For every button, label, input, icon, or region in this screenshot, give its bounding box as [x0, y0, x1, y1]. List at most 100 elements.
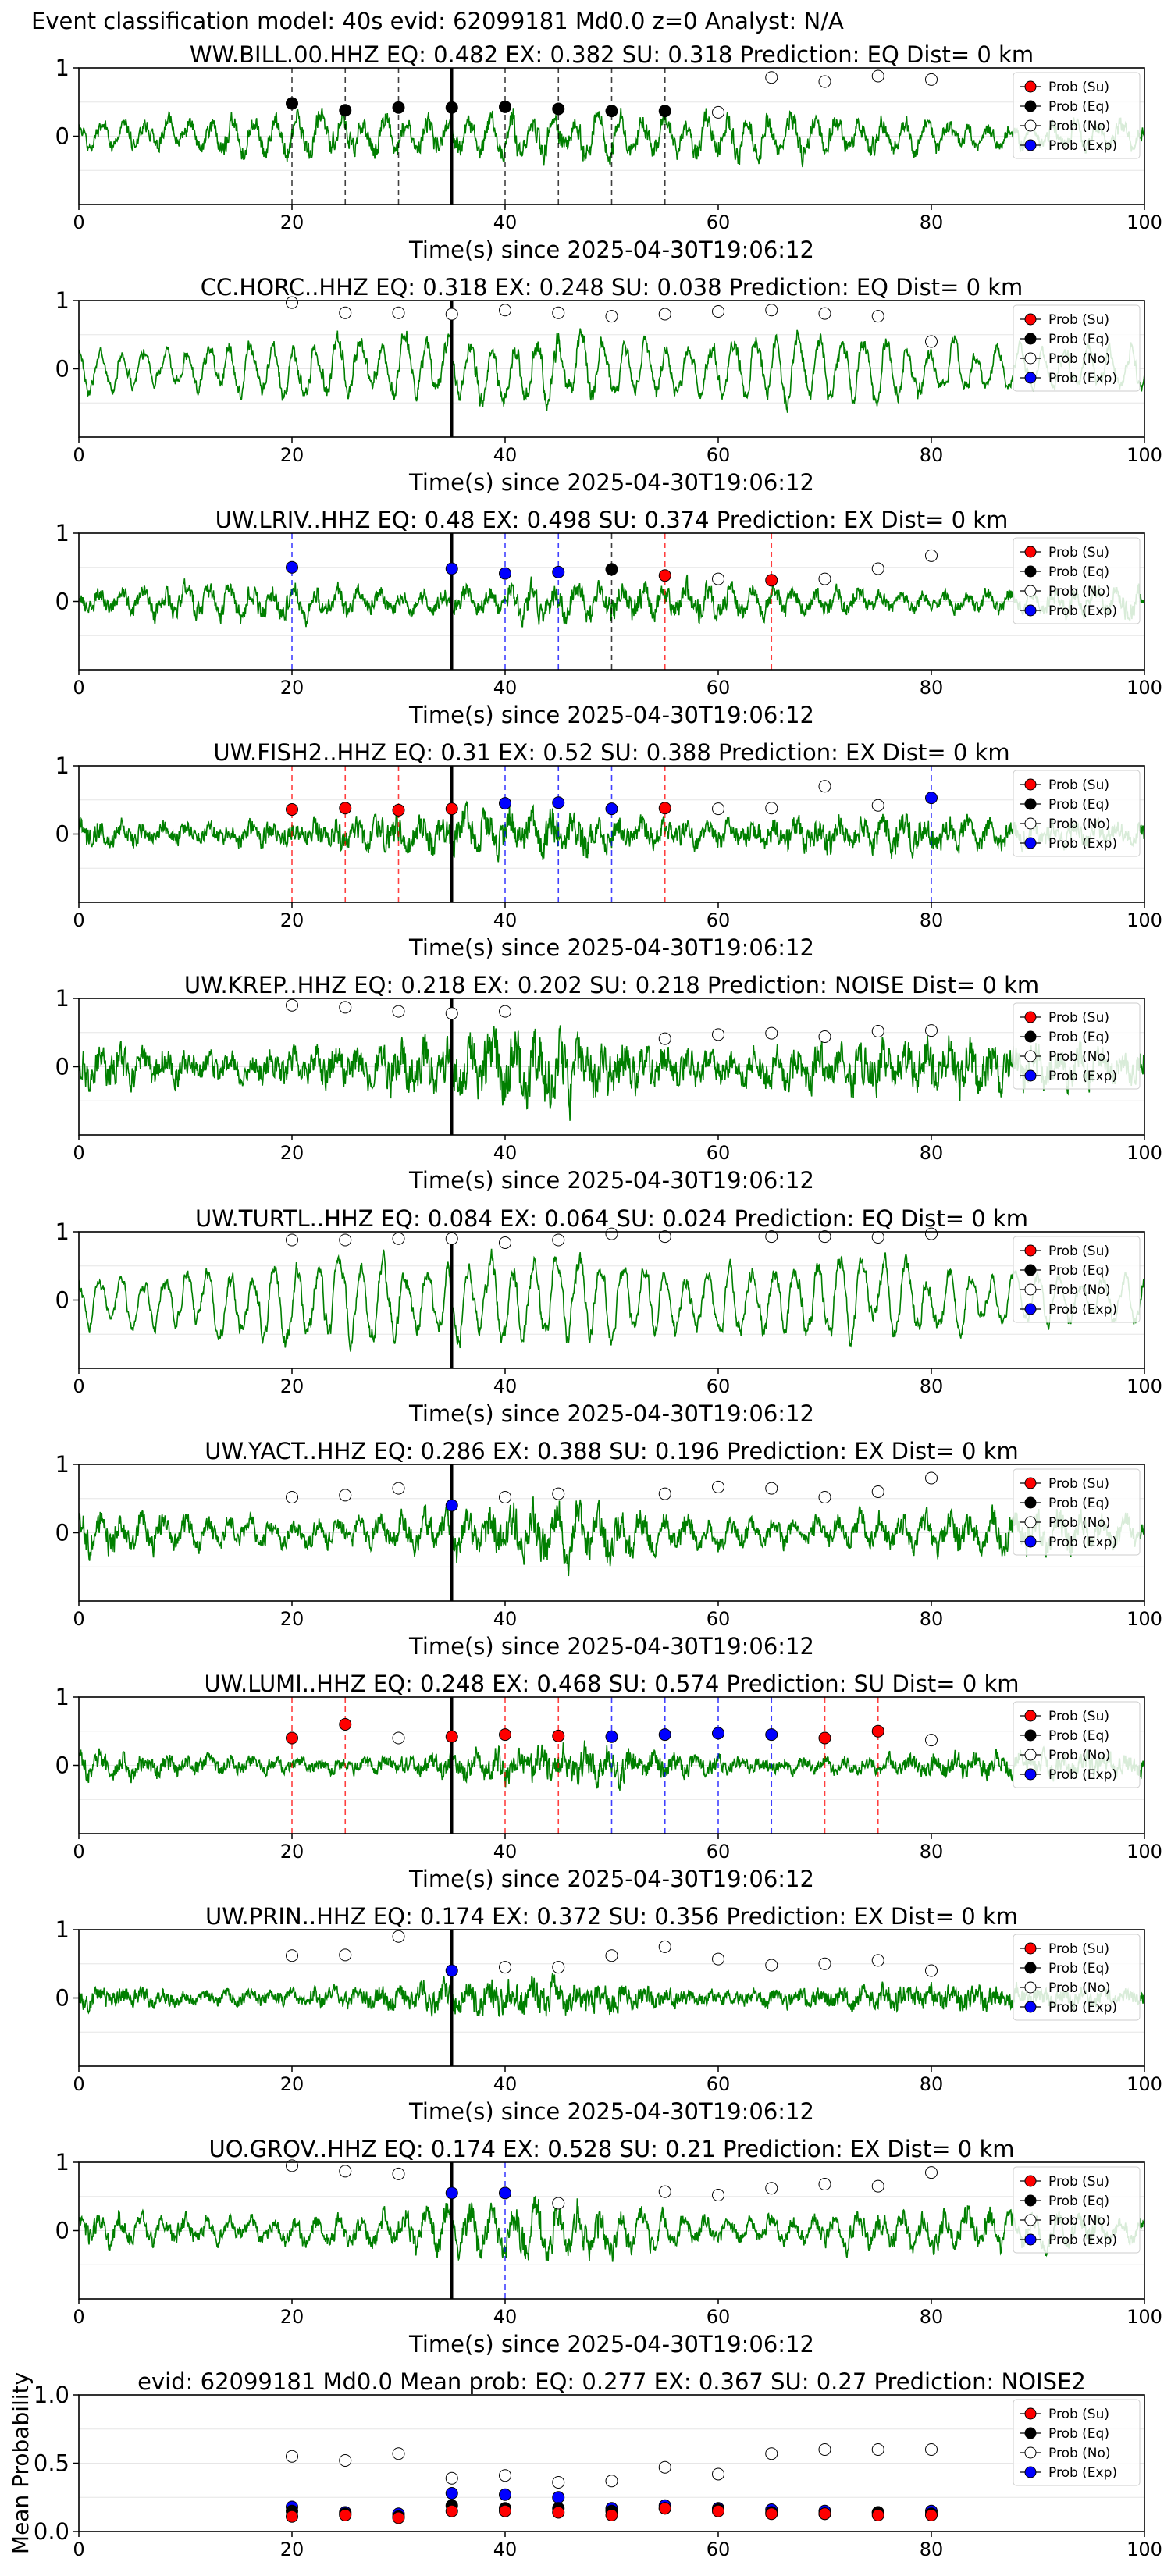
x-tick-label: 80 [920, 1841, 944, 1863]
y-tick-label: 0 [55, 356, 69, 382]
x-tick-label: 100 [1127, 2539, 1162, 2560]
plot-area [79, 2162, 1144, 2299]
prob-marker-su [286, 803, 298, 816]
legend-label: Prob (No) [1048, 1283, 1111, 1298]
x-tick-label: 100 [1127, 1608, 1162, 1630]
prob-marker-su [499, 1728, 511, 1742]
prob-marker-no [499, 304, 511, 317]
x-axis-label: Time(s) since 2025-04-30T19:06:12 [408, 1167, 814, 1194]
prob-marker-no [552, 1961, 565, 1974]
y-tick-label: 1 [55, 985, 69, 1012]
x-tick-label: 60 [707, 2073, 731, 2095]
y-tick-label: 0.5 [34, 2450, 69, 2477]
prob-marker-eq [552, 102, 565, 116]
legend-marker-su [1024, 1011, 1037, 1023]
mean-marker-su [499, 2504, 511, 2517]
prob-marker-no [392, 2167, 405, 2180]
x-tick-label: 60 [707, 2306, 731, 2328]
plot-area [79, 301, 1144, 437]
plot-area [79, 1697, 1144, 1834]
prob-marker-exp [712, 1727, 724, 1740]
legend-label: Prob (Su) [1048, 1010, 1109, 1026]
legend-marker-su [1024, 546, 1037, 558]
legend: Prob (Su) Prob (Eq) Prob (No) Prob (Exp) [1013, 1236, 1141, 1323]
waveform-trace [79, 1973, 1144, 2018]
waveform-trace [79, 2195, 1144, 2262]
y-tick-label: 0.0 [34, 2518, 69, 2545]
prob-marker-no [658, 1230, 671, 1244]
legend-label: Prob (No) [1048, 584, 1111, 600]
figure-title: Event classification model: 40s evid: 62… [31, 8, 844, 34]
mean-marker-su [552, 2506, 565, 2519]
y-tick-label: 0 [55, 1985, 69, 2012]
plot-area [79, 1464, 1144, 1601]
legend-marker-su [1024, 2175, 1037, 2187]
prob-marker-su [552, 1729, 565, 1742]
prob-marker-su [445, 1730, 458, 1743]
legend-marker-no [1024, 585, 1037, 597]
x-tick-label: 80 [920, 1375, 944, 1397]
panel-title: WW.BILL.00.HHZ EQ: 0.482 EX: 0.382 SU: 0… [190, 41, 1034, 68]
prob-marker-su [339, 1718, 352, 1731]
mean-marker-no [499, 2469, 511, 2482]
waveform-trace [79, 1496, 1144, 1577]
legend-label: Prob (Eq) [1048, 1263, 1109, 1279]
prob-marker-no [818, 1957, 831, 1970]
prob-marker-no [765, 1026, 778, 1040]
x-tick-label: 100 [1127, 1375, 1162, 1397]
legend: Prob (Su) Prob (Eq) Prob (No) Prob (Exp) [1013, 2399, 1141, 2486]
legend-marker-exp [1024, 837, 1037, 849]
prob-marker-exp [445, 1499, 458, 1512]
x-tick-label: 20 [280, 444, 304, 466]
prob-marker-no [286, 296, 298, 309]
prob-marker-no [552, 1487, 565, 1500]
x-tick-label: 80 [920, 1608, 944, 1630]
legend-label: Prob (Su) [1048, 312, 1109, 328]
prob-marker-no [818, 1030, 831, 1043]
legend-marker-exp [1024, 139, 1037, 151]
legend: Prob (Su) Prob (Eq) Prob (No) Prob (Exp) [1013, 304, 1141, 392]
prob-marker-no [818, 1230, 831, 1244]
prob-marker-no [712, 572, 724, 585]
prob-marker-no [445, 1007, 458, 1020]
mean-marker-exp [552, 2491, 565, 2504]
plot-area [79, 998, 1144, 1135]
prob-marker-no [445, 308, 458, 321]
legend-label: Prob (Exp) [1048, 2233, 1117, 2248]
y-tick-label: 1 [55, 287, 69, 314]
legend-box [1013, 537, 1141, 624]
legend-label: Prob (No) [1048, 351, 1111, 367]
legend-marker-exp [1024, 604, 1037, 617]
prob-marker-no [605, 1227, 618, 1240]
legend: Prob (Su) Prob (Eq) Prob (No) Prob (Exp) [1013, 1701, 1141, 1788]
prob-marker-no [286, 1491, 298, 1503]
mean-marker-su [925, 2509, 938, 2521]
legend-box [1013, 2399, 1141, 2486]
x-tick-label: 80 [920, 2073, 944, 2095]
x-tick-label: 0 [73, 1608, 84, 1630]
legend-label: Prob (Su) [1048, 1476, 1109, 1492]
x-tick-label: 40 [493, 212, 518, 233]
prob-marker-exp [499, 797, 511, 810]
panel-10: evid: 62099181 Md0.0 Mean prob: EQ: 0.27… [8, 2368, 1162, 2560]
prob-marker-no [765, 1959, 778, 1972]
panel-1: CC.HORC..HHZ EQ: 0.318 EX: 0.248 SU: 0.0… [55, 274, 1162, 496]
prob-marker-exp [499, 2186, 511, 2200]
waveform-trace [79, 1248, 1144, 1352]
legend: Prob (Su) Prob (Eq) Prob (No) Prob (Exp) [1013, 72, 1141, 159]
x-tick-label: 80 [920, 2539, 944, 2560]
panel-title: UO.GROV..HHZ EQ: 0.174 EX: 0.528 SU: 0.2… [208, 2136, 1014, 2162]
legend-box [1013, 770, 1141, 857]
prob-marker-exp [925, 792, 938, 805]
mean-marker-su [339, 2509, 352, 2521]
mean-marker-no [445, 2471, 458, 2485]
prob-marker-exp [286, 560, 298, 574]
mean-marker-no [871, 2443, 884, 2456]
x-tick-label: 40 [493, 2073, 518, 2095]
prob-marker-no [605, 310, 618, 323]
x-tick-label: 0 [73, 1375, 84, 1397]
legend-label: Prob (Eq) [1048, 1961, 1109, 1976]
legend-marker-no [1024, 817, 1037, 830]
prob-marker-no [925, 335, 938, 348]
